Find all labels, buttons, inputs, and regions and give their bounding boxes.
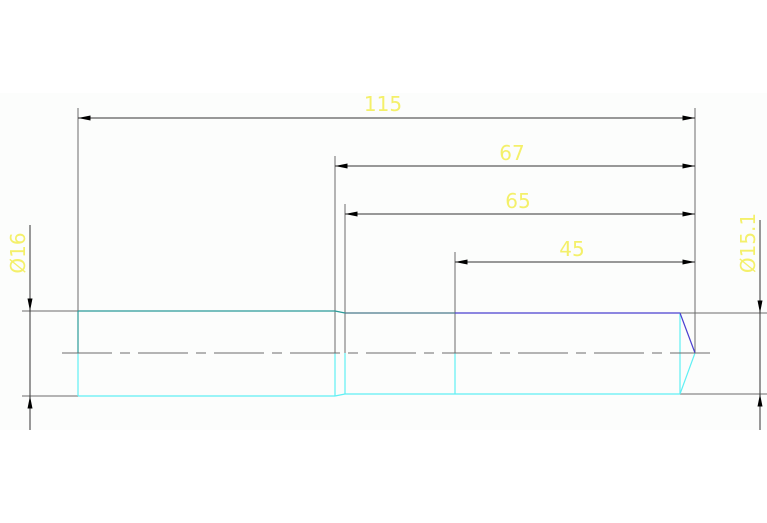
dimension-text-67: 67 (499, 141, 524, 165)
dimension-text-diameter-15-1: Ø15.1 (736, 213, 760, 273)
extension-lines (22, 108, 767, 397)
dimension-text-65: 65 (505, 189, 530, 213)
shaft-outline (77, 310, 696, 397)
dimension-text-diameter-16: Ø16 (6, 232, 30, 273)
dimension-text-45: 45 (559, 237, 584, 261)
dimension-text-115: 115 (364, 92, 402, 116)
